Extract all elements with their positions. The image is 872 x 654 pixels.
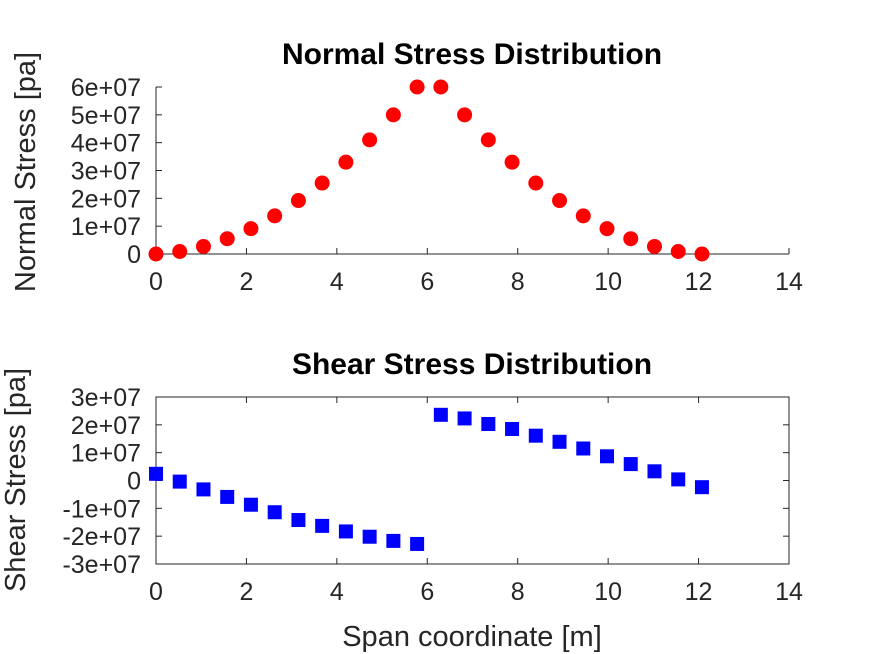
y-tick-label: 1e+07 [71, 213, 141, 241]
x-tick-label: 12 [685, 268, 713, 296]
x-tick-label: 2 [239, 578, 253, 606]
y-axis-label: Shear Stress [pa] [0, 368, 32, 592]
x-axis-label: Span coordinate [m] [342, 621, 602, 653]
data-point [623, 231, 639, 247]
y-tick-label: 1e+07 [71, 440, 141, 468]
data-point [290, 193, 306, 209]
data-point [386, 533, 401, 548]
y-tick-label: 5e+07 [71, 102, 141, 130]
data-point [172, 474, 187, 489]
data-point [694, 480, 709, 495]
x-tick-label: 2 [239, 268, 253, 296]
data-point [504, 154, 520, 170]
x-tick-label: 6 [420, 578, 434, 606]
data-point [243, 221, 259, 237]
data-point [362, 132, 378, 148]
data-point [410, 536, 425, 551]
x-tick-label: 8 [511, 578, 525, 606]
plot-area: 0 2 4 6 8 10 12 1401e+072e+073e+074e+075e+076e+… [71, 74, 803, 296]
data-point [219, 231, 235, 247]
data-point [267, 505, 282, 520]
data-point [243, 497, 258, 512]
data-point [195, 238, 211, 254]
y-tick-label: -1e+07 [62, 495, 141, 523]
data-point [646, 238, 662, 254]
data-point [528, 428, 543, 443]
data-point [670, 243, 686, 259]
x-tick-label: 10 [594, 268, 622, 296]
x-tick-label: 12 [685, 578, 713, 606]
x-tick-label: 4 [330, 578, 344, 606]
data-point [149, 466, 163, 481]
y-tick-label: -2e+07 [62, 523, 141, 551]
shear-stress-subplot: Shear Stress Distribution Shear Stress [… [0, 348, 803, 653]
x-tick-label: 8 [511, 268, 525, 296]
data-point [291, 513, 306, 528]
data-point [172, 243, 188, 259]
data-point [481, 416, 496, 431]
x-tick-label: 14 [775, 578, 803, 606]
data-point [409, 79, 425, 95]
data-point [576, 441, 591, 456]
data-point [528, 175, 544, 191]
y-tick-label: 0 [127, 468, 141, 496]
y-axis-label: Normal Stress [pa] [10, 52, 42, 292]
data-point [600, 449, 615, 464]
plot-area: 0 2 4 6 8 10 12 14-3e+07-2e+07-1e+0701e+072e+07… [62, 384, 803, 606]
y-tick-label: 3e+07 [71, 158, 141, 186]
data-point [575, 208, 591, 224]
data-point [552, 193, 568, 209]
data-point [552, 434, 567, 449]
y-tick-label: -3e+07 [62, 551, 141, 579]
y-tick-label: 0 [127, 241, 141, 269]
x-tick-label: 0 [149, 268, 163, 296]
data-point [480, 132, 496, 148]
data-point [338, 524, 353, 539]
data-point [457, 411, 472, 426]
data-point [623, 457, 638, 472]
data-point [694, 246, 710, 262]
data-point [338, 154, 354, 170]
data-point [196, 482, 211, 497]
x-tick-label: 0 [149, 578, 163, 606]
data-point [433, 79, 449, 95]
y-tick-label: 6e+07 [71, 74, 141, 102]
data-point [457, 107, 473, 123]
x-tick-label: 4 [330, 268, 344, 296]
data-point [599, 221, 615, 237]
data-point [505, 422, 520, 437]
x-tick-label: 10 [594, 578, 622, 606]
y-tick-label: 2e+07 [71, 412, 141, 440]
data-point [433, 407, 448, 422]
normal-stress-subplot: Normal Stress Distribution Normal Stress… [10, 38, 803, 296]
data-point [362, 529, 377, 544]
data-point [671, 472, 686, 487]
data-point [315, 518, 330, 533]
chart-title: Shear Stress Distribution [292, 348, 652, 381]
data-point [385, 107, 401, 123]
y-tick-label: 3e+07 [71, 384, 141, 412]
y-tick-label: 2e+07 [71, 185, 141, 213]
data-point [148, 246, 164, 262]
x-tick-label: 14 [775, 268, 803, 296]
chart-title: Normal Stress Distribution [282, 38, 662, 71]
axes-box [155, 396, 790, 565]
data-point [267, 208, 283, 224]
data-point [314, 175, 330, 191]
y-tick-label: 4e+07 [71, 130, 141, 158]
data-point [220, 489, 235, 504]
x-tick-label: 6 [420, 268, 434, 296]
data-point [647, 464, 662, 479]
